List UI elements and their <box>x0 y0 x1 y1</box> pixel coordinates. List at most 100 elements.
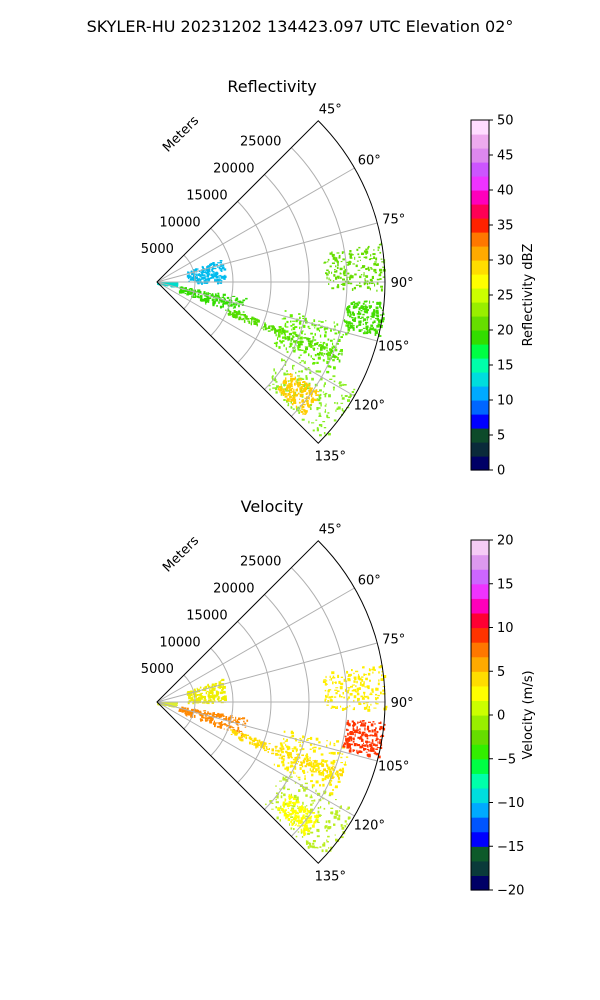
colorbar-swatch <box>471 344 489 359</box>
echo-pixel <box>213 715 216 718</box>
echo-pixel <box>382 689 385 692</box>
azimuth-gridline <box>156 167 355 283</box>
echo-pixel <box>201 277 204 280</box>
echo-pixel <box>219 722 222 724</box>
echo-pixel <box>296 796 299 800</box>
echo-pixel <box>376 697 379 699</box>
echo-pixel <box>230 726 233 728</box>
colorbar-swatch <box>471 540 489 556</box>
echo-pixel <box>288 398 291 400</box>
echo-pixel <box>292 320 296 322</box>
echo-pixel <box>363 745 367 747</box>
echo-pixel <box>357 751 361 753</box>
echo-pixel <box>326 839 328 842</box>
echo-pixel <box>203 292 206 294</box>
echo-pixel <box>198 297 201 299</box>
echo-pixel <box>218 700 221 703</box>
echo-pixel <box>234 733 237 736</box>
echo-pixel <box>328 283 330 285</box>
echo-pixel <box>239 730 243 732</box>
echo-pixel <box>363 305 367 307</box>
echo-pixel <box>201 274 205 277</box>
echo-pixel <box>273 342 277 344</box>
echo-pixel <box>315 770 317 773</box>
echo-pixel <box>203 697 206 700</box>
echo-pixel <box>374 283 376 287</box>
colorbar-tick-label: −10 <box>497 796 524 811</box>
echo-pixel <box>372 747 374 750</box>
echo-pixel <box>358 312 362 315</box>
echo-pixel <box>280 340 283 344</box>
echo-pixel <box>299 749 301 751</box>
echo-pixel <box>328 394 331 398</box>
echo-pixel <box>286 338 288 340</box>
echo-pixel <box>229 311 231 314</box>
echo-pixel <box>365 744 367 747</box>
echo-pixel <box>314 819 318 822</box>
echo-pixel <box>360 695 363 698</box>
echo-pixel <box>356 260 359 262</box>
echo-pixel <box>240 313 244 316</box>
echo-pixel <box>202 717 206 719</box>
echo-pixel <box>191 289 195 291</box>
echo-pixel <box>330 707 332 709</box>
echo-pixel <box>308 327 311 330</box>
colorbar-swatch <box>471 176 489 191</box>
echo-pixel <box>219 260 223 262</box>
echo-pixel <box>265 803 267 806</box>
echo-pixel <box>367 744 369 748</box>
echo-pixel <box>350 737 353 740</box>
echo-pixel <box>329 771 333 774</box>
echo-pixel <box>292 377 295 381</box>
echo-pixel <box>312 802 314 804</box>
echo-pixel <box>286 753 289 755</box>
echo-pixel <box>204 299 207 303</box>
echo-pixel <box>333 419 337 422</box>
echo-pixel <box>357 269 361 271</box>
echo-pixel <box>232 730 235 734</box>
echo-pixel <box>367 735 371 737</box>
echo-pixel <box>326 350 328 352</box>
echo-pixel <box>342 410 346 413</box>
echo-pixel <box>364 278 366 282</box>
echo-pixel <box>214 724 216 728</box>
echo-pixel <box>320 393 322 396</box>
echo-pixel <box>223 300 226 303</box>
echo-pixel <box>328 794 332 797</box>
echo-region <box>277 373 320 415</box>
echo-pixel <box>208 700 212 703</box>
echo-pixel <box>325 326 329 330</box>
echo-pixel <box>302 413 306 415</box>
echo-pixel <box>304 765 307 768</box>
echo-pixel <box>286 336 288 339</box>
echo-pixel <box>235 297 239 300</box>
echo-pixel <box>289 385 293 388</box>
echo-pixel <box>187 271 189 275</box>
colorbar-swatch <box>471 715 489 731</box>
echo-pixel <box>280 383 282 387</box>
echo-pixel <box>286 373 288 375</box>
echo-pixel <box>301 378 305 380</box>
echo-pixel <box>345 707 347 710</box>
echo-pixel <box>333 366 336 370</box>
echo-pixel <box>324 334 326 338</box>
echo-region <box>227 310 343 363</box>
echo-pixel <box>375 306 379 310</box>
echo-pixel <box>354 273 357 276</box>
echo-pixel <box>318 396 321 398</box>
echo-pixel <box>218 277 220 279</box>
echo-pixel <box>282 801 285 805</box>
echo-pixel <box>305 375 308 378</box>
radial-tick-label: 10000 <box>159 635 200 650</box>
echo-pixel <box>205 272 208 275</box>
echo-pixel <box>309 756 311 759</box>
echo-pixel <box>302 824 305 827</box>
echo-pixel <box>303 771 306 774</box>
echo-pixel <box>300 370 303 373</box>
echo-pixel <box>295 801 298 804</box>
echo-pixel <box>292 394 295 397</box>
echo-pixel <box>340 762 343 764</box>
echo-pixel <box>320 351 322 354</box>
colorbar-swatch <box>471 729 489 745</box>
echo-pixel <box>301 389 303 392</box>
